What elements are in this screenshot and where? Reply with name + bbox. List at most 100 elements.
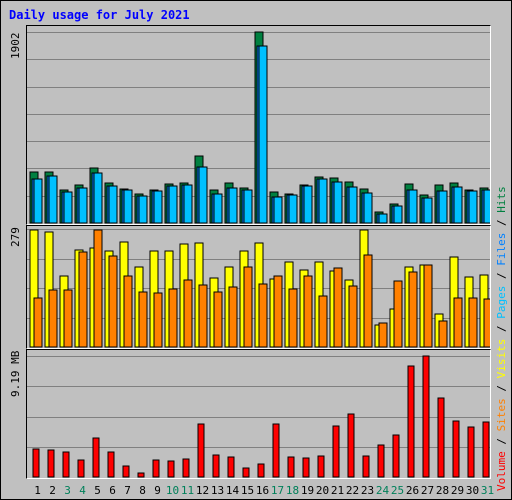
middle-panel-ymax-label: 279 [9,227,22,247]
bar-pages-day-7 [123,189,133,224]
bar-sites-day-24 [378,322,388,348]
chart-legend: Volume / Sites / Visits / Pages / Files … [495,186,508,491]
bar-sites-day-16 [258,283,268,348]
bar-volume-day-23 [362,455,370,478]
chart-title: Daily usage for July 2021 [9,8,190,22]
bar-volume-day-18 [287,456,295,478]
bar-volume-day-14 [227,456,235,478]
day-label-21: 21 [330,484,345,497]
bar-pages-day-19 [303,185,313,224]
bar-volume-day-20 [317,455,325,478]
bar-sites-day-20 [318,295,328,348]
bar-volume-day-6 [107,451,115,478]
bottom-panel-ymax-label: 9.19 MB [9,350,22,397]
day-label-3: 3 [64,484,71,497]
day-label-15: 15 [240,484,255,497]
legend-visits: Visits [495,338,508,379]
bar-sites-day-15 [243,266,253,348]
bar-sites-day-2 [48,289,58,348]
day-label-24: 24 [375,484,390,497]
day-label-31: 31 [480,484,495,497]
bar-pages-day-5 [93,172,103,224]
day-label-17: 17 [270,484,285,497]
bar-volume-day-19 [302,457,310,478]
bar-sites-day-30 [468,297,478,348]
bar-volume-day-10 [167,460,175,478]
bar-sites-day-19 [303,275,313,348]
bar-volume-day-24 [377,444,385,478]
bar-pages-day-14 [228,187,238,224]
day-label-26: 26 [405,484,420,497]
bar-pages-day-22 [348,186,358,224]
bar-pages-day-29 [453,186,463,224]
bar-volume-day-1 [32,448,40,478]
bar-sites-day-3 [63,289,73,348]
day-label-6: 6 [109,484,116,497]
bar-volume-day-9 [152,459,160,478]
bar-volume-day-3 [62,451,70,478]
bar-sites-day-27 [423,264,433,348]
day-label-28: 28 [435,484,450,497]
bar-sites-day-10 [168,288,178,348]
bar-sites-day-12 [198,284,208,348]
day-label-27: 27 [420,484,435,497]
bar-sites-day-28 [438,320,448,348]
bar-pages-day-26 [408,189,418,224]
bar-sites-day-23 [363,254,373,348]
bar-pages-day-31 [483,189,490,224]
bar-volume-day-8 [137,472,145,478]
bar-pages-day-24 [378,213,388,224]
volume-plot [27,355,490,478]
bar-pages-day-12 [198,166,208,224]
bar-sites-day-7 [123,275,133,348]
day-label-7: 7 [124,484,131,497]
bar-pages-day-6 [108,185,118,224]
bar-pages-day-18 [288,194,298,224]
bar-volume-day-2 [47,449,55,478]
bar-volume-day-16 [257,463,265,478]
bar-sites-day-9 [153,292,163,348]
visits-sites-panel [26,225,491,349]
day-label-5: 5 [94,484,101,497]
bar-volume-day-12 [197,423,205,478]
bar-volume-day-13 [212,454,220,478]
bar-sites-day-6 [108,255,118,348]
bar-sites-day-1 [33,297,43,348]
day-label-11: 11 [180,484,195,497]
legend-volume: Volume [495,451,508,491]
bar-volume-day-25 [392,434,400,478]
bar-pages-day-3 [63,191,73,224]
legend-sites: Sites [495,398,508,432]
bar-volume-day-7 [122,465,130,478]
bar-pages-day-8 [138,195,148,224]
bar-sites-day-17 [273,275,283,348]
bar-volume-day-11 [182,458,190,478]
bar-sites-day-5 [93,229,103,348]
bar-pages-day-17 [273,196,283,224]
bar-pages-day-23 [363,192,373,224]
visits-sites-plot [27,229,490,348]
day-label-29: 29 [450,484,465,497]
bar-pages-day-11 [183,184,193,224]
bar-sites-day-22 [348,285,358,348]
bar-pages-day-13 [213,193,223,224]
bar-pages-day-1 [33,178,43,224]
bar-pages-day-9 [153,190,163,224]
bar-sites-day-29 [453,297,463,348]
bar-sites-day-14 [228,286,238,348]
bar-sites-day-13 [213,291,223,348]
day-label-14: 14 [225,484,240,497]
bar-volume-day-29 [452,420,460,478]
bar-pages-day-28 [438,190,448,224]
bar-sites-day-26 [408,271,418,348]
bar-pages-day-2 [48,175,58,224]
bar-volume-day-17 [272,423,280,478]
bar-pages-day-21 [333,181,343,224]
bar-volume-day-26 [407,365,415,478]
day-label-30: 30 [465,484,480,497]
bar-volume-day-30 [467,426,475,478]
top-panel-ymax-label: 1902 [9,32,22,60]
legend-files: Files [495,232,508,266]
bar-pages-day-15 [243,189,253,224]
